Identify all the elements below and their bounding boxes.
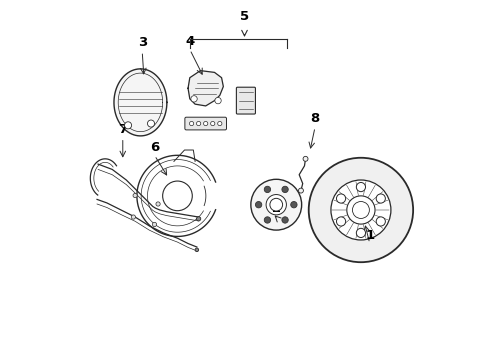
Circle shape <box>336 217 345 226</box>
Circle shape <box>281 217 287 223</box>
Circle shape <box>156 202 160 206</box>
Circle shape <box>346 196 374 224</box>
Circle shape <box>210 121 214 126</box>
Circle shape <box>147 120 154 127</box>
Circle shape <box>124 122 131 129</box>
Circle shape <box>196 121 201 126</box>
Text: 6: 6 <box>150 140 159 153</box>
Circle shape <box>336 194 345 203</box>
Circle shape <box>352 202 368 219</box>
Circle shape <box>356 183 365 192</box>
Text: 2: 2 <box>271 202 280 215</box>
Circle shape <box>298 188 303 193</box>
Circle shape <box>195 248 198 252</box>
Circle shape <box>281 186 287 193</box>
Circle shape <box>375 217 385 226</box>
Text: 1: 1 <box>365 229 373 242</box>
Circle shape <box>255 202 261 208</box>
Circle shape <box>250 179 301 230</box>
Circle shape <box>189 121 193 126</box>
Circle shape <box>131 215 135 219</box>
Text: 3: 3 <box>137 36 146 49</box>
Circle shape <box>264 186 270 193</box>
FancyBboxPatch shape <box>236 87 255 114</box>
Text: 4: 4 <box>185 35 194 48</box>
Circle shape <box>196 217 201 221</box>
FancyBboxPatch shape <box>184 117 226 130</box>
Circle shape <box>356 228 365 238</box>
Circle shape <box>152 222 156 226</box>
Circle shape <box>203 121 207 126</box>
Circle shape <box>308 158 412 262</box>
Text: 7: 7 <box>118 123 127 136</box>
Circle shape <box>133 193 137 198</box>
Text: 5: 5 <box>240 10 248 23</box>
Circle shape <box>217 121 222 126</box>
Circle shape <box>190 96 197 102</box>
Circle shape <box>375 194 385 203</box>
Polygon shape <box>114 69 166 136</box>
Circle shape <box>330 180 390 240</box>
Circle shape <box>265 194 286 215</box>
Text: 8: 8 <box>310 112 319 125</box>
Circle shape <box>214 98 221 104</box>
Circle shape <box>303 156 307 161</box>
Circle shape <box>269 198 282 211</box>
Circle shape <box>264 217 270 223</box>
Circle shape <box>163 181 192 211</box>
Circle shape <box>290 202 296 208</box>
Polygon shape <box>188 71 223 106</box>
